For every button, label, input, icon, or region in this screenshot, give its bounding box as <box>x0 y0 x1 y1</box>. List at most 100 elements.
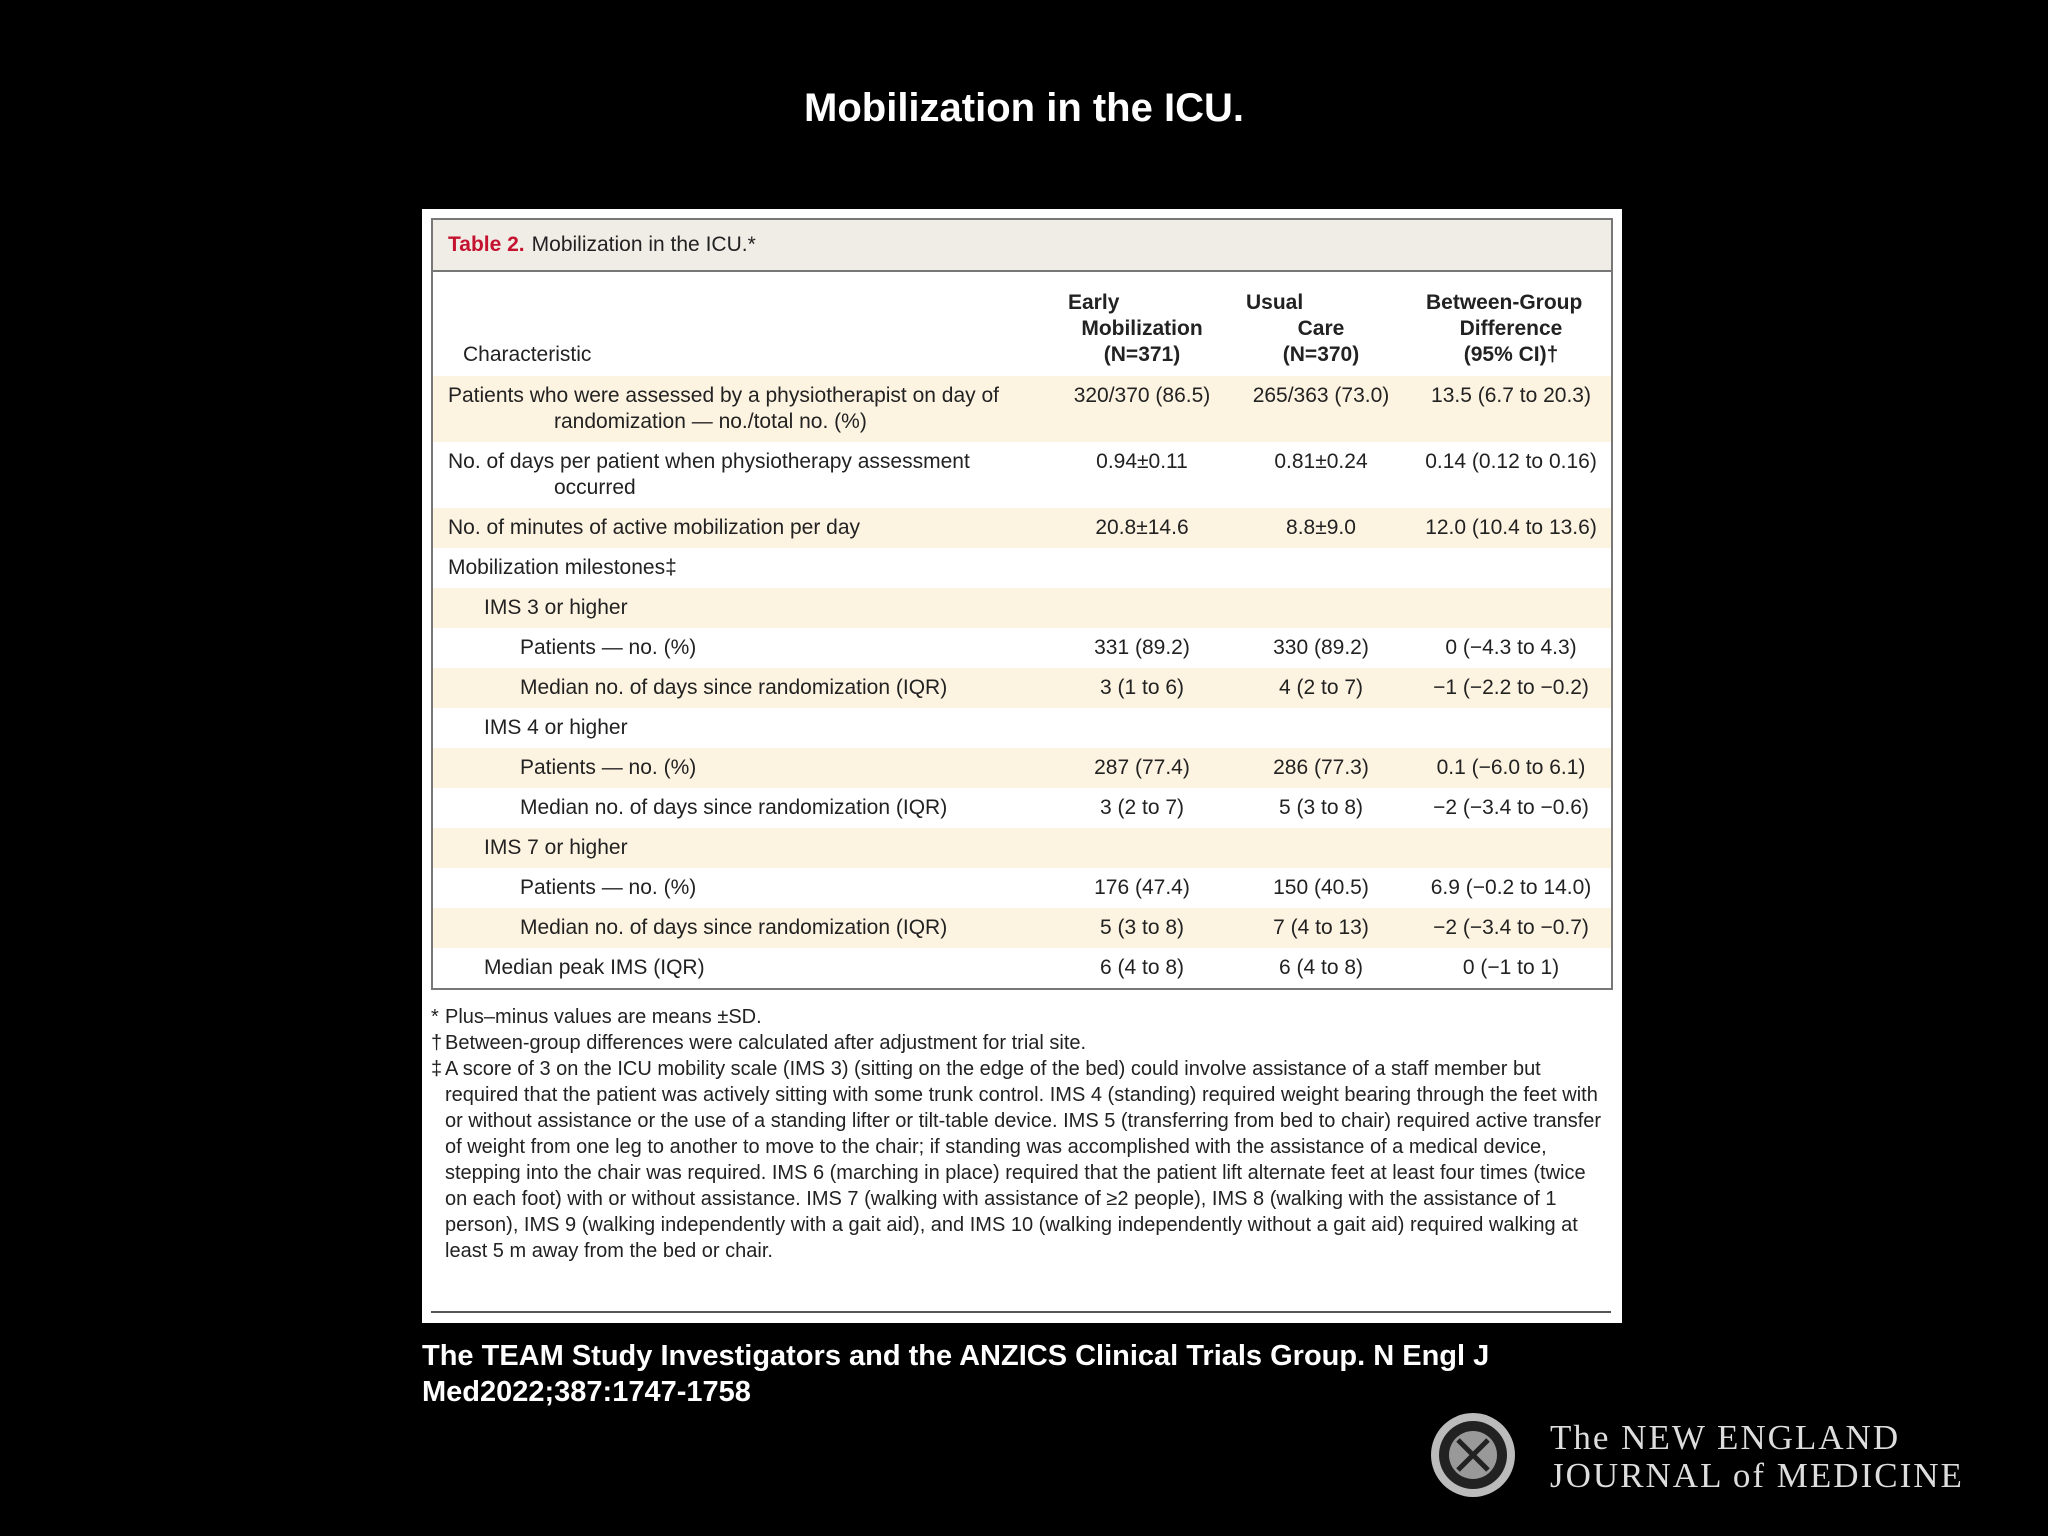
cell: 150 (40.5) <box>1273 876 1369 899</box>
cell <box>1053 828 1231 868</box>
header-line: (95% CI)† <box>1463 343 1559 366</box>
row-label: Median no. of days since randomization (… <box>520 676 948 699</box>
cell <box>1411 548 1611 588</box>
cell: 320/370 (86.5) <box>1073 384 1211 407</box>
logo-line2: JOURNAL of MEDICINE <box>1550 1456 1964 1495</box>
header-line: Early <box>1068 291 1120 314</box>
table-caption-text: Mobilization in the ICU.* <box>531 233 756 256</box>
header-line: (N=371) <box>1103 343 1181 366</box>
cell: 176 (47.4) <box>1094 876 1190 899</box>
cell <box>1231 548 1411 588</box>
cell: 265/363 (73.0) <box>1252 384 1390 407</box>
cell <box>1053 708 1231 748</box>
cell: 0.81±0.24 <box>1274 450 1368 473</box>
table-row: No. of days per patient when physiothera… <box>433 442 1611 508</box>
logo-line1: The NEW ENGLAND <box>1550 1418 1901 1457</box>
table-row: Median no. of days since randomization (… <box>433 908 1611 948</box>
cell: 0 (−4.3 to 4.3) <box>1445 636 1577 659</box>
cell: 0.1 (−6.0 to 6.1) <box>1436 756 1586 779</box>
row-label: Median no. of days since randomization (… <box>520 796 948 819</box>
row-label: Median peak IMS (IQR) <box>484 956 705 979</box>
row-label: Patients — no. (%) <box>520 756 697 779</box>
footnote: * Plus–minus values are means ±SD. <box>431 1004 1611 1030</box>
table-row: Patients — no. (%) 287 (77.4) 286 (77.3) 0.… <box>433 748 1611 788</box>
cell <box>1231 828 1411 868</box>
table-row: No. of minutes of active mobilization pe… <box>433 508 1611 548</box>
cell: 4 (2 to 7) <box>1278 676 1364 699</box>
cell: 287 (77.4) <box>1094 756 1190 779</box>
cell: 5 (3 to 8) <box>1278 796 1364 819</box>
table-row: Median no. of days since randomization (… <box>433 668 1611 708</box>
header-cell: Early Mobilization (N=371) <box>1053 290 1231 368</box>
header-line: Mobilization <box>1081 317 1203 340</box>
table-row: IMS 4 or higher <box>433 708 1611 748</box>
row-label: Patients who were assessed by a physioth… <box>448 384 999 433</box>
cell: 6 (4 to 8) <box>1099 956 1185 979</box>
cell <box>1231 588 1411 628</box>
cell: 331 (89.2) <box>1094 636 1190 659</box>
cell: 0.14 (0.12 to 0.16) <box>1425 450 1597 473</box>
header-cell: Between-Group Difference (95% CI)† <box>1411 290 1611 368</box>
cell <box>1411 708 1611 748</box>
header-cell: Usual Care (N=370) <box>1231 290 1411 368</box>
table-row: Patients — no. (%) 176 (47.4) 150 (40.5) 6.… <box>433 868 1611 908</box>
cell: 3 (2 to 7) <box>1099 796 1185 819</box>
table-row: Patients — no. (%) 331 (89.2) 330 (89.2) 0 … <box>433 628 1611 668</box>
table-row: Patients who were assessed by a physioth… <box>433 376 1611 442</box>
cell: −2 (−3.4 to −0.7) <box>1433 916 1589 939</box>
cell: 3 (1 to 6) <box>1099 676 1185 699</box>
row-label: Patients — no. (%) <box>520 876 697 899</box>
row-label: Patients — no. (%) <box>520 636 697 659</box>
table-label: Table 2. <box>448 233 525 256</box>
footnote-symbol: * <box>431 1006 439 1028</box>
bottom-rule <box>431 1311 1611 1313</box>
table-caption: Table 2. Mobilization in the ICU.* <box>433 220 1611 272</box>
footnotes: * Plus–minus values are means ±SD. † Betwee… <box>431 1004 1611 1264</box>
footnote-symbol: † <box>431 1032 443 1054</box>
footnote: † Between-group differences were calculat… <box>431 1030 1611 1056</box>
cell: 0 (−1 to 1) <box>1462 956 1560 979</box>
cell: 13.5 (6.7 to 20.3) <box>1431 384 1591 407</box>
table: Table 2. Mobilization in the ICU.* Chara… <box>431 218 1613 990</box>
cell: 20.8±14.6 <box>1095 516 1189 539</box>
cell: 5 (3 to 8) <box>1099 916 1185 939</box>
header-line: Usual <box>1246 291 1304 314</box>
cell: 12.0 (10.4 to 13.6) <box>1425 516 1597 539</box>
table-row: Mobilization milestones‡ <box>433 548 1611 588</box>
header-line: Characteristic <box>463 343 592 366</box>
cell: 6 (4 to 8) <box>1278 956 1364 979</box>
cell: 0.94±0.11 <box>1096 450 1188 473</box>
header-cell: Characteristic <box>433 342 1053 368</box>
row-label: IMS 3 or higher <box>484 596 628 619</box>
row-label: No. of days per patient when physiothera… <box>448 450 970 499</box>
cell <box>1053 588 1231 628</box>
cell: 7 (4 to 13) <box>1273 916 1369 939</box>
cell <box>1231 708 1411 748</box>
cell: −2 (−3.4 to −0.6) <box>1433 796 1589 819</box>
cell <box>1411 828 1611 868</box>
cell: −1 (−2.2 to −0.2) <box>1433 676 1589 699</box>
row-label: IMS 7 or higher <box>484 836 628 859</box>
row-label: No. of minutes of active mobilization pe… <box>448 516 861 539</box>
footnote-symbol: ‡ <box>431 1058 443 1080</box>
cell: 286 (77.3) <box>1273 756 1369 779</box>
header-line: Difference <box>1459 317 1563 340</box>
row-label: IMS 4 or higher <box>484 716 628 739</box>
cell <box>1053 548 1231 588</box>
footnote-text: Between-group differences were calculate… <box>445 1032 1087 1054</box>
header-line: Care <box>1297 317 1345 340</box>
row-label: Median no. of days since randomization (… <box>520 916 948 939</box>
citation: The TEAM Study Investigators and the ANZ… <box>422 1340 1490 1408</box>
header-line: (N=370) <box>1282 343 1360 366</box>
table-body: Patients who were assessed by a physioth… <box>433 376 1611 988</box>
table-row: IMS 3 or higher <box>433 588 1611 628</box>
cell <box>1411 588 1611 628</box>
cell: 6.9 (−0.2 to 14.0) <box>1430 876 1592 899</box>
footnote-text: Plus–minus values are means ±SD. <box>445 1006 762 1028</box>
cell: 8.8±9.0 <box>1286 516 1356 539</box>
logo-seal <box>1431 1413 1515 1497</box>
slide-title: Mobilization in the ICU. <box>804 86 1244 130</box>
table-row: Median peak IMS (IQR) 6 (4 to 8) 6 (4 to 8… <box>433 948 1611 988</box>
footnote: ‡ A score of 3 on the ICU mobility scale … <box>431 1056 1611 1264</box>
